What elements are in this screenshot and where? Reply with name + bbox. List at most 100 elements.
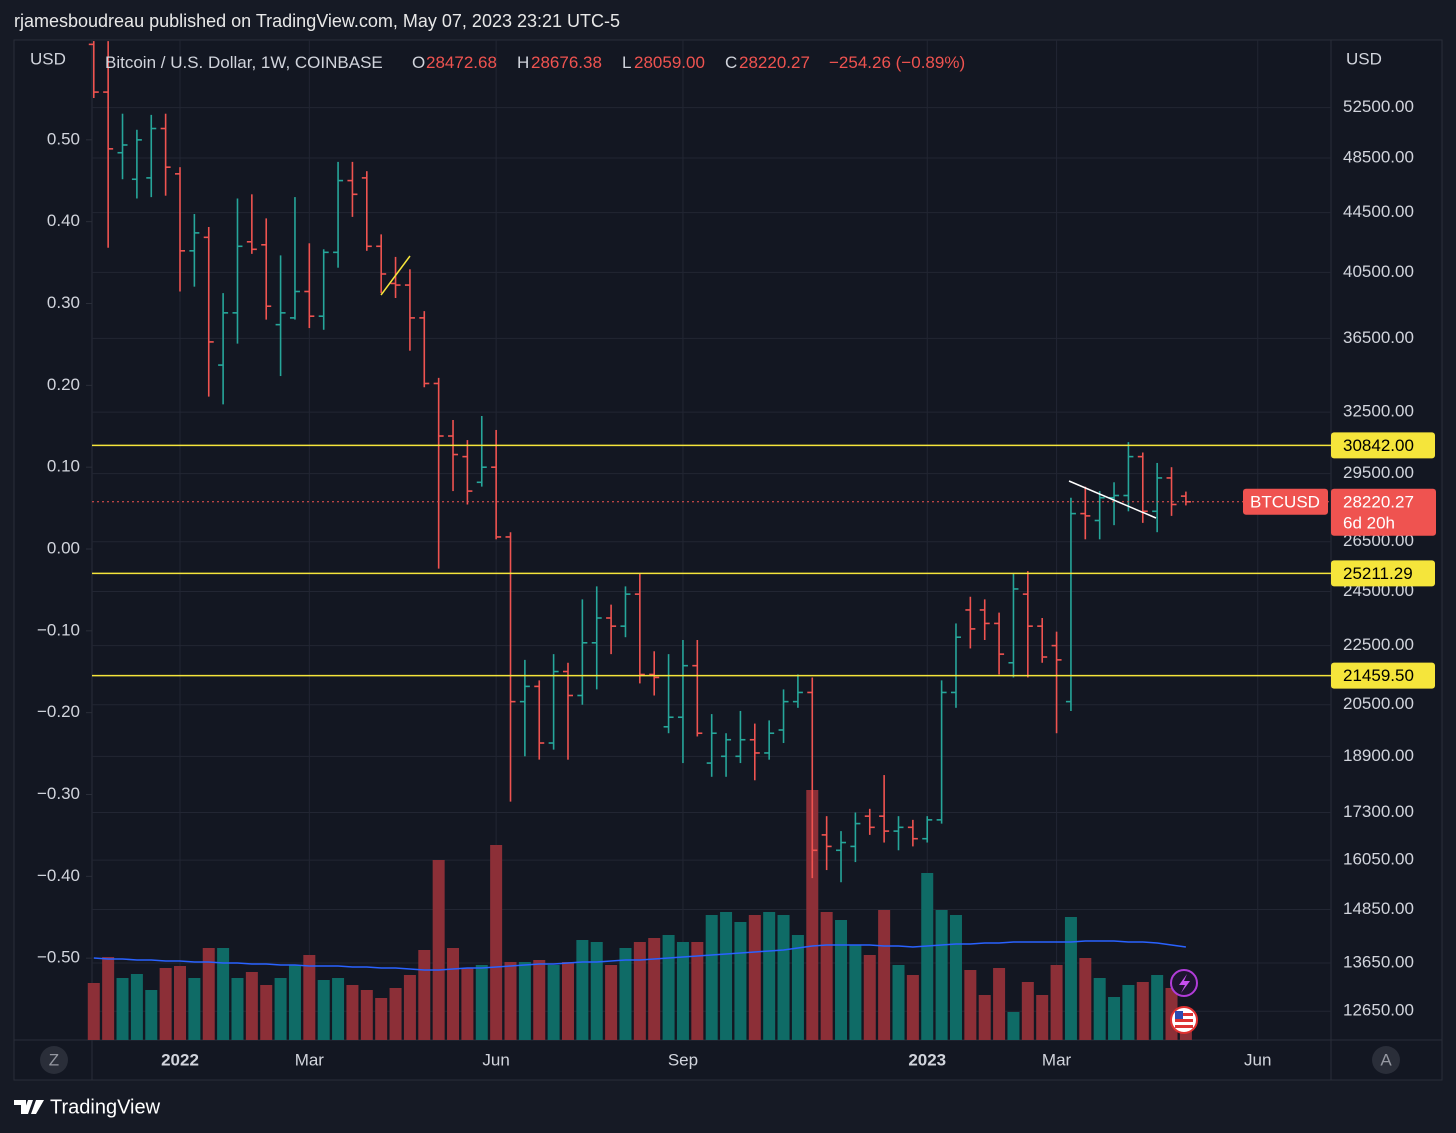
volume-bar bbox=[504, 962, 517, 1040]
volume-bar bbox=[605, 965, 618, 1040]
y2-tick-label: 0.00 bbox=[47, 538, 80, 557]
volume-bar bbox=[561, 962, 574, 1040]
volume-bar bbox=[490, 845, 503, 1040]
volume-bar bbox=[317, 980, 330, 1040]
y-tick-label: 22500.00 bbox=[1343, 635, 1414, 654]
volume-bar bbox=[475, 965, 488, 1040]
y2-tick-label: 0.20 bbox=[47, 375, 80, 394]
brand-logo bbox=[14, 1100, 44, 1114]
volume-bar bbox=[763, 912, 776, 1040]
y2-tick-label: −0.20 bbox=[37, 702, 80, 721]
volume-bar bbox=[188, 978, 201, 1040]
brand-name: TradingView bbox=[50, 1096, 161, 1118]
volume-bar bbox=[691, 942, 704, 1040]
trend-drawing bbox=[380, 255, 411, 296]
volume-bar bbox=[303, 955, 316, 1040]
grid: 52500.00 48500.00 44500.00 40500.00 36500.00… bbox=[37, 40, 1414, 1069]
legend-value: 28472.68 bbox=[426, 53, 497, 72]
volume-bar bbox=[1093, 978, 1106, 1040]
volume-bar bbox=[174, 966, 186, 1040]
volume-bar bbox=[217, 948, 230, 1040]
volume-bar bbox=[863, 955, 876, 1040]
volume-bar bbox=[231, 978, 244, 1040]
volume-bar bbox=[403, 975, 416, 1040]
volume-bar bbox=[849, 945, 862, 1040]
volume-bar bbox=[461, 968, 474, 1040]
volume-bar bbox=[418, 950, 431, 1040]
y2-tick-label: −0.40 bbox=[37, 866, 80, 885]
volume-bar bbox=[590, 942, 603, 1040]
legend-value: 28676.38 bbox=[531, 53, 602, 72]
volume-bar bbox=[964, 970, 977, 1040]
volume-bar bbox=[202, 948, 215, 1040]
price-bars bbox=[88, 41, 1191, 883]
y-tick-label: 52500.00 bbox=[1343, 97, 1414, 116]
x-tick-label: 2022 bbox=[161, 1050, 199, 1069]
volume-bar bbox=[993, 968, 1006, 1040]
x-tick-label: Mar bbox=[1042, 1050, 1072, 1069]
y-tick-label: 13650.00 bbox=[1343, 952, 1414, 971]
volume-bar bbox=[1007, 1012, 1020, 1040]
y-tick-label: 18900.00 bbox=[1343, 746, 1414, 765]
volume-bar bbox=[835, 920, 848, 1040]
volume-bar bbox=[806, 790, 819, 1040]
volume-bar bbox=[791, 935, 804, 1040]
zoom-button[interactable] bbox=[40, 1046, 68, 1074]
volume-bar bbox=[533, 960, 546, 1040]
overlays: 30842.00 25211.29 21459.50 BTCUSD 28220.27 6d… bbox=[92, 432, 1436, 689]
trend-drawing bbox=[1068, 480, 1157, 519]
x-tick-label: Mar bbox=[295, 1050, 325, 1069]
legend-key: L bbox=[622, 53, 631, 72]
volume-bar bbox=[705, 915, 718, 1040]
volume-bar bbox=[878, 910, 891, 1040]
y2-tick-label: −0.30 bbox=[37, 784, 80, 803]
x-tick-label: Sep bbox=[668, 1050, 698, 1069]
auto-button[interactable] bbox=[1372, 1046, 1400, 1074]
volume-bar bbox=[274, 978, 287, 1040]
volume-bar bbox=[1136, 982, 1149, 1040]
x-tick-label: Jun bbox=[1244, 1050, 1271, 1069]
volume-bar bbox=[720, 912, 733, 1040]
volume-bar bbox=[375, 998, 388, 1040]
volume-bar bbox=[1122, 985, 1135, 1040]
volume-bar bbox=[518, 962, 531, 1040]
symbol-tag-label: BTCUSD bbox=[1250, 492, 1320, 511]
zoom-button-label: Z bbox=[49, 1050, 59, 1069]
legend-key: H bbox=[517, 53, 529, 72]
volume-bar bbox=[978, 995, 991, 1040]
y-tick-label: 14850.00 bbox=[1343, 899, 1414, 918]
volume-bar bbox=[288, 965, 301, 1040]
volume-bar bbox=[260, 985, 273, 1040]
volume-bar bbox=[576, 940, 589, 1040]
volume-pane bbox=[87, 790, 1192, 1040]
volume-bar bbox=[332, 978, 345, 1040]
y2-tick-label: −0.10 bbox=[37, 620, 80, 639]
symbol-tag bbox=[1243, 488, 1328, 515]
volume-bar bbox=[662, 935, 675, 1040]
volume-bar bbox=[447, 948, 460, 1040]
level-label: 25211.29 bbox=[1343, 564, 1413, 583]
volume-bar bbox=[116, 978, 129, 1040]
y-tick-label: 17300.00 bbox=[1343, 802, 1414, 821]
volume-bar bbox=[777, 915, 790, 1040]
level-tag bbox=[1331, 432, 1435, 459]
price-tag-label: 28220.27 bbox=[1343, 492, 1414, 511]
y2-tick-label: 0.40 bbox=[47, 211, 80, 230]
right-axis-label: USD bbox=[1346, 49, 1382, 68]
volume-bar bbox=[676, 942, 689, 1040]
level-label: 30842.00 bbox=[1343, 436, 1414, 455]
volume-bar bbox=[892, 965, 905, 1040]
auto-button-label: A bbox=[1380, 1050, 1392, 1069]
volume-ma-line bbox=[93, 940, 1187, 971]
x-tick-label: Jun bbox=[482, 1050, 509, 1069]
lightning-glyph bbox=[1179, 974, 1190, 993]
y-tick-label: 48500.00 bbox=[1343, 147, 1414, 166]
y-tick-label: 12650.00 bbox=[1343, 1001, 1414, 1020]
volume-bar bbox=[633, 942, 646, 1040]
y-tick-label: 40500.00 bbox=[1343, 262, 1414, 281]
y2-tick-label: −0.50 bbox=[37, 948, 80, 967]
volume-bar bbox=[245, 972, 258, 1040]
volume-bar bbox=[949, 915, 962, 1040]
